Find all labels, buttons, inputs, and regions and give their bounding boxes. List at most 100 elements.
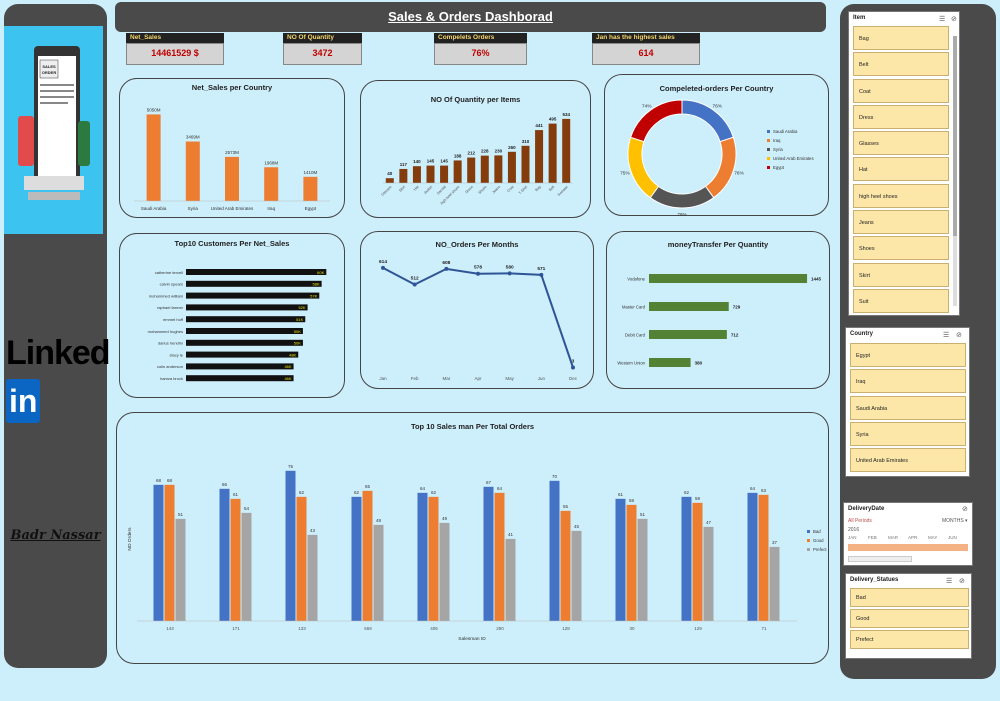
data-label: 117 bbox=[400, 162, 408, 167]
linkedin-text: Linked bbox=[6, 334, 111, 372]
slicer-option[interactable]: Dress bbox=[853, 104, 949, 129]
data-label: 512 bbox=[411, 276, 419, 282]
bar bbox=[483, 486, 494, 621]
slicer-option[interactable]: Jeans bbox=[853, 210, 949, 235]
bar bbox=[535, 130, 544, 183]
data-label: 212 bbox=[467, 151, 475, 156]
country-slicer[interactable]: Country ☰ ⊘ Egypt Iraq Saudi Arabia Syria Un… bbox=[845, 327, 970, 477]
clear-filter-icon[interactable]: ⊘ bbox=[959, 578, 965, 585]
data-label: 63 bbox=[761, 488, 767, 493]
bar bbox=[153, 484, 164, 621]
bar bbox=[175, 518, 186, 621]
kpi-value: 614 bbox=[592, 43, 700, 65]
tick-label: 569 bbox=[364, 626, 372, 631]
legend-label: Good bbox=[813, 538, 824, 543]
data-label: 51K bbox=[296, 317, 303, 322]
item-slicer-title: Item bbox=[853, 15, 866, 21]
slicer-option[interactable]: Good bbox=[850, 609, 969, 628]
item-slicer[interactable]: Item ☰ ⊘ Bag Belt Coat Dress Glasses Hat high … bbox=[848, 11, 960, 316]
donut-slice bbox=[649, 185, 715, 209]
timeline-month[interactable]: APR bbox=[908, 535, 918, 540]
clear-filter-icon[interactable]: ⊘ bbox=[951, 16, 957, 23]
bar bbox=[649, 330, 727, 339]
timeline-month[interactable]: MAY bbox=[928, 535, 938, 540]
multiselect-icon[interactable]: ☰ bbox=[939, 16, 946, 23]
tick-label: Jeans bbox=[491, 185, 501, 195]
delivery-date-timeline[interactable]: DeliveryDate ⊘ All Periods MONTHS ▾ 2016… bbox=[843, 502, 973, 566]
timeline-bar[interactable] bbox=[848, 544, 968, 551]
data-label: 46K bbox=[284, 376, 291, 381]
tick-label: Apr bbox=[474, 376, 482, 381]
data-label: 37 bbox=[772, 540, 778, 545]
donut-slice bbox=[627, 136, 660, 199]
timeline-month[interactable]: MAR bbox=[888, 535, 898, 540]
data-label: 1968M bbox=[264, 160, 278, 165]
timeline-unit[interactable]: MONTHS ▾ bbox=[942, 518, 968, 524]
slicer-option[interactable]: Syria bbox=[850, 421, 966, 446]
status-slicer-title: Delivery_Statues bbox=[850, 577, 899, 583]
data-label: 76% bbox=[677, 212, 687, 215]
tick-label: Egypt bbox=[305, 206, 317, 211]
data-label: 65 bbox=[365, 484, 371, 489]
slicer-option[interactable]: Glasses bbox=[853, 131, 949, 156]
bar bbox=[439, 522, 450, 621]
bar bbox=[230, 498, 241, 621]
slicer-option[interactable]: Bad bbox=[850, 588, 969, 607]
tick-label: May bbox=[505, 376, 514, 381]
card-top-salesman: Top 10 Sales man Per Total Orders 68 66 75… bbox=[116, 412, 829, 664]
bar bbox=[164, 484, 175, 621]
slicer-option[interactable]: Belt bbox=[853, 52, 949, 77]
bar bbox=[626, 504, 637, 621]
data-point bbox=[571, 365, 575, 370]
tick-label: Glasses bbox=[380, 185, 392, 197]
data-label: 68 bbox=[156, 478, 162, 483]
slicer-option[interactable]: United Arab Emirates bbox=[850, 448, 966, 473]
chart-title: Net_Sales per Country bbox=[191, 83, 273, 92]
slicer-option[interactable]: Iraq bbox=[850, 369, 966, 394]
clear-filter-icon[interactable]: ⊘ bbox=[956, 332, 962, 339]
slicer-option[interactable]: Shoes bbox=[853, 236, 949, 261]
bar bbox=[186, 316, 306, 323]
data-label: 380 bbox=[695, 361, 703, 366]
data-label: 64 bbox=[420, 486, 426, 491]
delivery-status-slicer[interactable]: Delivery_Statues ☰ ⊘ Bad Good Prefect bbox=[845, 573, 972, 659]
x-axis-title: Salesman ID bbox=[458, 636, 486, 642]
scrollbar[interactable] bbox=[953, 36, 957, 306]
legend-label: Bad bbox=[813, 529, 821, 534]
tick-label: 129 bbox=[694, 626, 702, 631]
slicer-option[interactable]: Suit bbox=[853, 288, 949, 313]
tick-label: Mar bbox=[442, 376, 450, 381]
bar bbox=[426, 165, 435, 183]
timeline-month[interactable]: FEB bbox=[868, 535, 877, 540]
slicer-option[interactable]: Prefect bbox=[850, 630, 969, 649]
data-label: 51 bbox=[178, 512, 184, 517]
bar bbox=[185, 141, 200, 201]
bar bbox=[219, 488, 230, 621]
card-orders-months: NO_Orders Per Months 614 Jan 512 Feb 608 Mar 5… bbox=[360, 231, 594, 389]
kpi-label: Net_Sales bbox=[126, 33, 224, 43]
linkedin-in-badge: in bbox=[6, 379, 41, 423]
slicer-option[interactable]: high heel shoes bbox=[853, 183, 949, 208]
linkedin-logo[interactable]: Linked in bbox=[6, 334, 111, 423]
slicer-option[interactable]: Skirt bbox=[853, 262, 949, 287]
multiselect-icon[interactable]: ☰ bbox=[943, 332, 950, 339]
tick-label: mohammed hughes bbox=[148, 329, 183, 334]
timeline-month[interactable]: JUN bbox=[948, 535, 957, 540]
data-label: 76% bbox=[734, 171, 744, 177]
timeline-month[interactable]: JAN bbox=[848, 535, 857, 540]
multiselect-icon[interactable]: ☰ bbox=[946, 578, 953, 585]
data-label: 580 bbox=[506, 264, 514, 270]
bar bbox=[412, 166, 421, 183]
slicer-option[interactable]: Bag bbox=[853, 26, 949, 50]
slicer-option[interactable]: Saudi Arabia bbox=[850, 395, 966, 420]
bar bbox=[303, 176, 318, 201]
clear-filter-icon[interactable]: ⊘ bbox=[962, 506, 968, 513]
bar bbox=[241, 512, 252, 621]
slicer-option[interactable]: Coat bbox=[853, 78, 949, 103]
slicer-option[interactable]: Hat bbox=[853, 157, 949, 182]
tick-label: Jacket bbox=[423, 185, 433, 195]
slicer-option[interactable]: Egypt bbox=[850, 343, 966, 367]
timeline-scroll[interactable] bbox=[848, 556, 912, 562]
tick-label: Sweater bbox=[557, 184, 570, 197]
author-name: Badr Nassar bbox=[10, 528, 101, 543]
